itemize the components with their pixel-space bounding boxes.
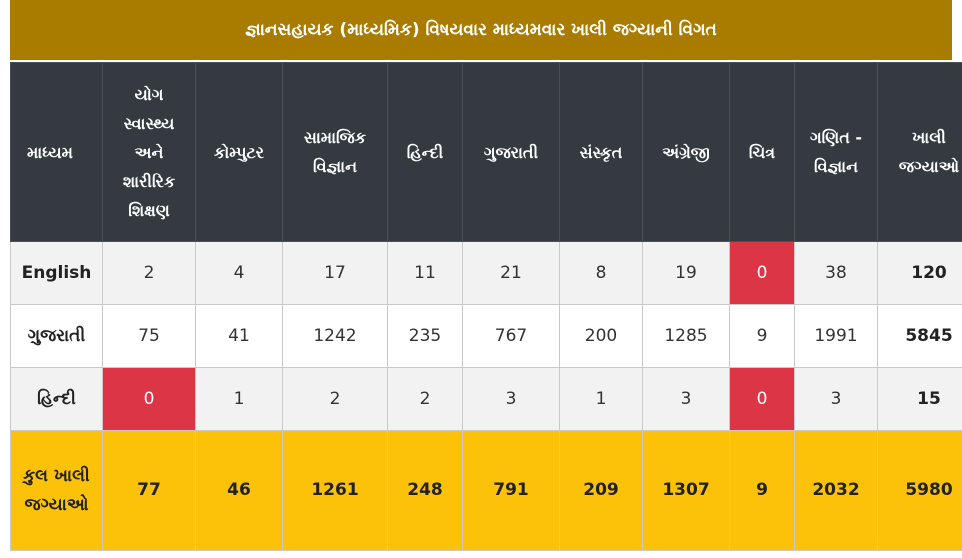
table-cell: 767: [462, 304, 560, 368]
total-cell: 9: [729, 430, 795, 551]
header-row: માધ્યમ યોગ સ્વાસ્થ્ય અને શારીરિક શિક્ષણ …: [10, 62, 962, 242]
row-total-cell: 15: [877, 367, 962, 431]
total-cell: 46: [195, 430, 283, 551]
table-row-english: English 2 4 17 11 21 8 19 0 38 120: [10, 241, 962, 305]
table-cell: 21: [462, 241, 560, 305]
header-drawing: ચિત્ર: [729, 62, 795, 242]
table-cell: 1: [195, 367, 283, 431]
total-cell: 2032: [794, 430, 878, 551]
table-cell: 3: [794, 367, 878, 431]
row-total-cell: 120: [877, 241, 962, 305]
header-english: અંગ્રેજી: [642, 62, 730, 242]
table-cell: 41: [195, 304, 283, 368]
table-row-total: કુલ ખાલી જગ્યાઓ 77 46 1261 248 791 209 1…: [10, 430, 962, 551]
header-computer: કોમ્પુટર: [195, 62, 283, 242]
table-cell: 2: [282, 367, 388, 431]
header-social-science: સામાજિક વિજ્ઞાન: [282, 62, 388, 242]
grand-total-cell: 5980: [877, 430, 962, 551]
total-cell: 248: [387, 430, 463, 551]
vacancy-table: માધ્યમ યોગ સ્વાસ્થ્ય અને શારીરિક શિક્ષણ …: [10, 62, 962, 551]
table-cell: 235: [387, 304, 463, 368]
table-cell: 1: [559, 367, 643, 431]
header-sanskrit: સંસ્કૃત: [559, 62, 643, 242]
table-cell: 19: [642, 241, 730, 305]
table-cell: 3: [642, 367, 730, 431]
table-cell: 2: [387, 367, 463, 431]
table-cell-zero: 0: [729, 367, 795, 431]
table-cell: 8: [559, 241, 643, 305]
header-gujarati: ગુજરાતી: [462, 62, 560, 242]
table-cell: 3: [462, 367, 560, 431]
header-hindi: હિન્દી: [387, 62, 463, 242]
table-cell: 38: [794, 241, 878, 305]
table-row-gujarati: ગુજરાતી 75 41 1242 235 767 200 1285 9 19…: [10, 304, 962, 368]
table-row-hindi: હિન્દી 0 1 2 2 3 1 3 0 3 15: [10, 367, 962, 431]
row-label: English: [10, 241, 103, 305]
header-yoga-pe: યોગ સ્વાસ્થ્ય અને શારીરિક શિક્ષણ: [102, 62, 196, 242]
table-cell-zero: 0: [102, 367, 196, 431]
table-cell: 4: [195, 241, 283, 305]
total-cell: 209: [559, 430, 643, 551]
table-cell-zero: 0: [729, 241, 795, 305]
total-cell: 77: [102, 430, 196, 551]
total-row-label: કુલ ખાલી જગ્યાઓ: [10, 430, 103, 551]
header-medium: માધ્યમ: [10, 62, 103, 242]
total-cell: 1307: [642, 430, 730, 551]
table-cell: 1991: [794, 304, 878, 368]
total-cell: 791: [462, 430, 560, 551]
table-cell: 75: [102, 304, 196, 368]
table-cell: 11: [387, 241, 463, 305]
row-total-cell: 5845: [877, 304, 962, 368]
table-cell: 1242: [282, 304, 388, 368]
table-title: જ્ઞાનસહાયક (માધ્યમિક) વિષયવાર માધ્યમવાર …: [10, 0, 952, 60]
row-label: હિન્દી: [10, 367, 103, 431]
table-cell: 9: [729, 304, 795, 368]
table-cell: 2: [102, 241, 196, 305]
vacancy-table-container[interactable]: માધ્યમ યોગ સ્વાસ્થ્ય અને શારીરિક શિક્ષણ …: [10, 62, 962, 558]
total-cell: 1261: [282, 430, 388, 551]
header-total-vacancies: ખાલી જગ્યાઓ: [877, 62, 962, 242]
table-cell: 200: [559, 304, 643, 368]
table-cell: 1285: [642, 304, 730, 368]
header-maths-science: ગણિત - વિજ્ઞાન: [794, 62, 878, 242]
table-cell: 17: [282, 241, 388, 305]
row-label: ગુજરાતી: [10, 304, 103, 368]
